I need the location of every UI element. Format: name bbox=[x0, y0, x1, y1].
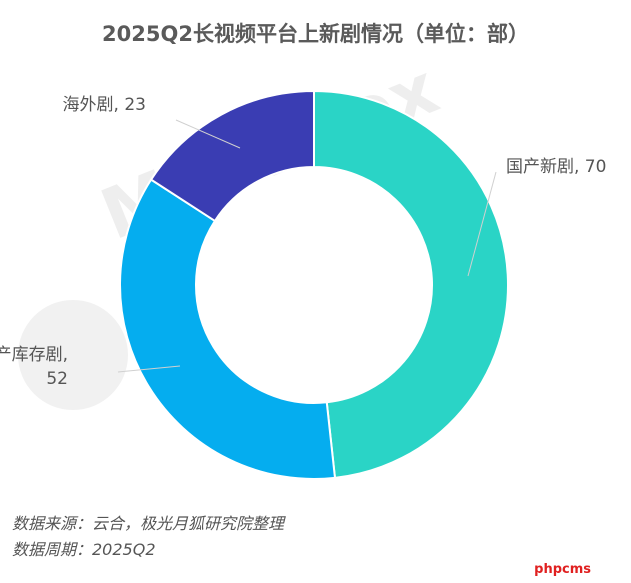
leader-line-2 bbox=[117, 365, 181, 373]
leader-line-1 bbox=[467, 171, 497, 277]
data-label-1: 国产新剧, 70 bbox=[506, 157, 606, 177]
data-label-3: 海外剧, 23 bbox=[63, 95, 146, 115]
slice-1 bbox=[313, 89, 509, 479]
slice-3 bbox=[149, 89, 315, 223]
chart-title: 2025Q2长视频平台上新剧情况（单位：部） bbox=[102, 22, 529, 46]
data-period-note: 数据周期：2025Q2 bbox=[12, 540, 156, 559]
brand-logo: phpcms bbox=[534, 562, 591, 577]
watermark-logo bbox=[18, 300, 128, 410]
data-source-note: 数据来源：云合，极光月狐研究院整理 bbox=[12, 514, 285, 533]
data-label-2: 国产库存剧, bbox=[0, 345, 68, 365]
data-label-2: 52 bbox=[46, 369, 68, 389]
leader-line-3 bbox=[175, 119, 241, 149]
slice-2 bbox=[119, 178, 337, 480]
